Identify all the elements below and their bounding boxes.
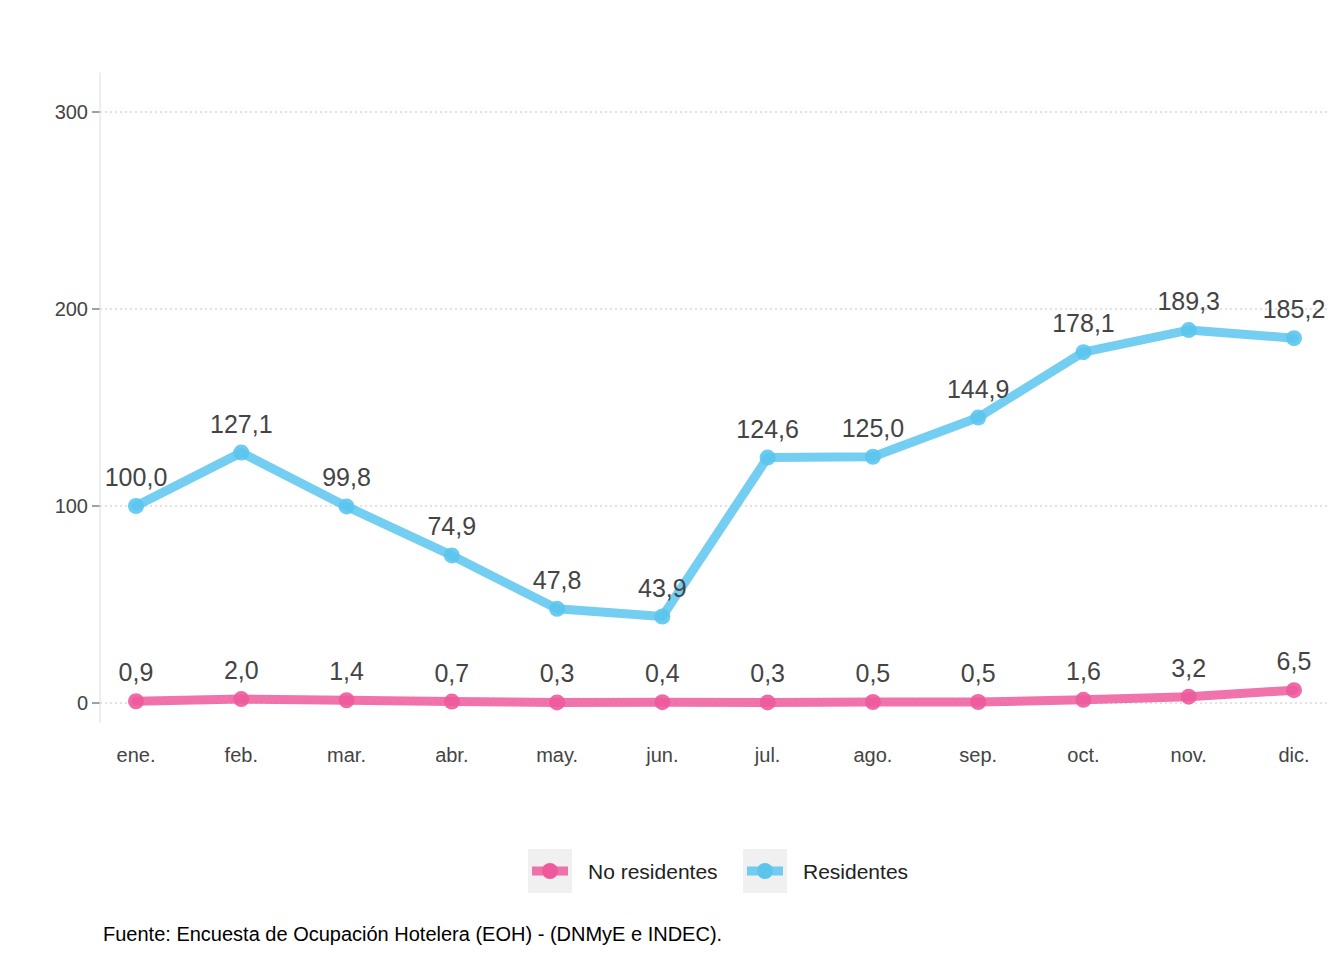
data-label: 74,9 [427, 512, 476, 540]
data-label: 47,8 [533, 566, 582, 594]
caption: Fuente: Encuesta de Ocupación Hotelera (… [103, 923, 722, 945]
grid-line [100, 112, 1330, 113]
data-point [128, 693, 144, 709]
legend-label: No residentes [588, 860, 718, 883]
x-axis: ene. feb. mar. abr. may. jun. jul. ago. sep. oct.… [117, 744, 1310, 766]
data-point [233, 445, 249, 461]
data-label: 0,5 [961, 659, 996, 687]
legend-key-bg [743, 849, 787, 893]
y-axis: 0 100 200 300 [55, 73, 1330, 723]
data-point [1181, 689, 1197, 705]
data-label: 185,2 [1263, 295, 1326, 323]
tick-label: 200 [55, 298, 88, 320]
data-point [865, 449, 881, 465]
tick-label: ene. [117, 744, 156, 766]
tick-label: may. [536, 744, 578, 766]
data-label: 100,0 [105, 463, 168, 491]
data-label: 189,3 [1157, 287, 1220, 315]
data-label: 0,4 [645, 659, 680, 687]
data-point [444, 694, 460, 710]
plot-area [128, 322, 1302, 710]
data-point [760, 694, 776, 710]
tick-label: jun. [645, 744, 678, 766]
data-label: 124,6 [736, 415, 799, 443]
data-label: 127,1 [210, 410, 273, 438]
axis-line [100, 73, 101, 723]
data-label: 0,3 [540, 659, 575, 687]
tick-label: 300 [55, 101, 88, 123]
tick-label: abr. [435, 744, 468, 766]
data-point [339, 498, 355, 514]
series-line [136, 330, 1294, 616]
chart: 0 100 200 300 ene. feb. mar. abr. may. jun. jul. ag… [0, 0, 1344, 960]
tick-label: sep. [959, 744, 997, 766]
tick-label: mar. [327, 744, 366, 766]
data-label: 144,9 [947, 375, 1010, 403]
data-point [970, 694, 986, 710]
data-labels: 100,0 127,1 99,8 74,9 47,8 43,9 124,6 125,0 144,… [105, 287, 1326, 687]
tick-label: nov. [1171, 744, 1207, 766]
data-label: 6,5 [1277, 647, 1312, 675]
data-label: 1,4 [329, 657, 364, 685]
data-point [654, 609, 670, 625]
data-point [233, 691, 249, 707]
data-label: 178,1 [1052, 309, 1115, 337]
legend-key [757, 863, 773, 879]
data-label: 0,3 [750, 659, 785, 687]
data-point [970, 410, 986, 426]
data-label: 3,2 [1171, 654, 1206, 682]
data-label: 0,9 [119, 658, 154, 686]
data-point [654, 694, 670, 710]
data-label: 2,0 [224, 656, 259, 684]
data-point [1075, 692, 1091, 708]
data-label: 125,0 [842, 414, 905, 442]
data-point [1286, 682, 1302, 698]
tick-label: 0 [77, 692, 88, 714]
data-point [1286, 330, 1302, 346]
tick-mark [92, 703, 100, 704]
tick-label: jul. [754, 744, 781, 766]
data-point [1075, 344, 1091, 360]
legend-label: Residentes [803, 860, 908, 883]
data-point [549, 601, 565, 617]
tick-label: 100 [55, 495, 88, 517]
data-point [865, 694, 881, 710]
data-point [1181, 322, 1197, 338]
data-point [549, 694, 565, 710]
tick-label: feb. [225, 744, 258, 766]
data-label: 0,7 [434, 659, 469, 687]
legend-key [542, 863, 558, 879]
data-label: 99,8 [322, 463, 371, 491]
tick-mark [92, 506, 100, 507]
data-point [760, 450, 776, 466]
grid-line [100, 309, 1330, 310]
tick-label: oct. [1067, 744, 1099, 766]
data-label: 43,9 [638, 574, 687, 602]
grid-line [100, 506, 1330, 507]
series-line [136, 690, 1294, 702]
legend: No residentes Residentes [528, 849, 908, 893]
tick-label: dic. [1278, 744, 1309, 766]
tick-label: ago. [853, 744, 892, 766]
tick-mark [92, 112, 100, 113]
data-point [339, 692, 355, 708]
data-label: 0,5 [856, 659, 891, 687]
data-point [128, 498, 144, 514]
tick-mark [92, 309, 100, 310]
data-label: 1,6 [1066, 657, 1101, 685]
data-point [444, 547, 460, 563]
legend-key-bg [528, 849, 572, 893]
